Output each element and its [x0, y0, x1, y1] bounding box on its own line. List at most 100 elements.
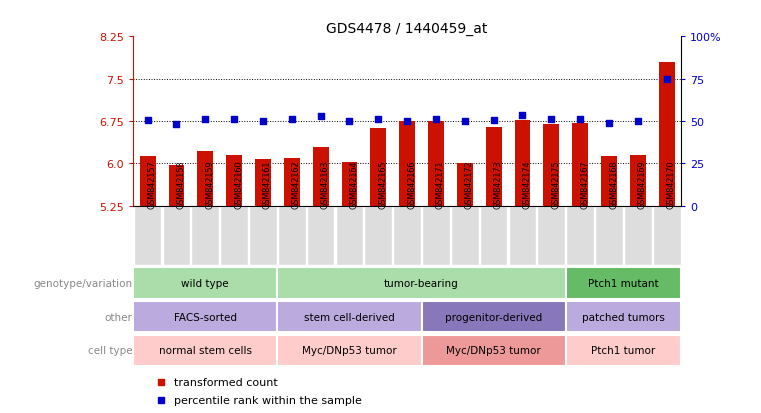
FancyBboxPatch shape [277, 301, 422, 333]
FancyBboxPatch shape [307, 206, 335, 266]
Bar [400, 122, 415, 206]
Bar [255, 159, 271, 206]
Point [603, 120, 615, 127]
Text: GSM842171: GSM842171 [436, 160, 445, 209]
Point [517, 112, 529, 119]
Point [343, 119, 355, 125]
Text: GSM842161: GSM842161 [263, 160, 272, 209]
FancyBboxPatch shape [365, 206, 392, 266]
Bar [601, 157, 617, 206]
FancyBboxPatch shape [192, 206, 219, 266]
Point [170, 121, 183, 128]
Bar [659, 62, 674, 206]
FancyBboxPatch shape [277, 267, 565, 299]
FancyBboxPatch shape [595, 206, 622, 266]
FancyBboxPatch shape [393, 206, 421, 266]
Text: other: other [105, 312, 132, 322]
FancyBboxPatch shape [422, 206, 450, 266]
Bar [342, 163, 358, 206]
FancyBboxPatch shape [278, 206, 306, 266]
Point [314, 113, 326, 120]
FancyBboxPatch shape [537, 206, 565, 266]
FancyBboxPatch shape [134, 206, 161, 266]
Point [228, 116, 240, 123]
Text: GSM842170: GSM842170 [667, 160, 676, 209]
Text: normal stem cells: normal stem cells [159, 346, 252, 356]
FancyBboxPatch shape [653, 206, 680, 266]
Bar [630, 156, 646, 206]
Text: GSM842162: GSM842162 [291, 160, 301, 209]
Bar [284, 158, 300, 206]
FancyBboxPatch shape [133, 267, 277, 299]
Text: Myc/DNp53 tumor: Myc/DNp53 tumor [302, 346, 396, 356]
Text: Ptch1 tumor: Ptch1 tumor [591, 346, 655, 356]
Bar [168, 166, 184, 206]
Text: GSM842175: GSM842175 [551, 160, 560, 209]
FancyBboxPatch shape [451, 206, 479, 266]
Bar [313, 148, 329, 206]
Text: GSM842165: GSM842165 [378, 160, 387, 209]
FancyBboxPatch shape [277, 335, 422, 367]
Text: GSM842166: GSM842166 [407, 160, 416, 209]
Point [459, 119, 471, 125]
FancyBboxPatch shape [479, 206, 508, 266]
Text: cell type: cell type [88, 346, 132, 356]
Text: FACS-sorted: FACS-sorted [174, 312, 237, 322]
FancyBboxPatch shape [133, 301, 277, 333]
Point [488, 118, 500, 124]
Text: progenitor-derived: progenitor-derived [445, 312, 543, 322]
Bar [197, 152, 213, 206]
Text: Myc/DNp53 tumor: Myc/DNp53 tumor [446, 346, 541, 356]
Text: genotype/variation: genotype/variation [33, 278, 132, 288]
FancyBboxPatch shape [566, 206, 594, 266]
Bar [514, 121, 530, 206]
Text: GSM842160: GSM842160 [234, 160, 243, 209]
Title: GDS4478 / 1440459_at: GDS4478 / 1440459_at [326, 22, 488, 36]
FancyBboxPatch shape [220, 206, 248, 266]
Bar [486, 127, 501, 206]
Point [372, 116, 384, 123]
FancyBboxPatch shape [422, 335, 565, 367]
FancyBboxPatch shape [565, 335, 681, 367]
Text: transformed count: transformed count [174, 377, 278, 387]
Point [430, 116, 442, 123]
Point [142, 117, 154, 124]
Point [574, 116, 586, 123]
Bar [140, 157, 155, 206]
Text: GSM842159: GSM842159 [205, 160, 215, 209]
Text: GSM842169: GSM842169 [638, 160, 647, 209]
Text: stem cell-derived: stem cell-derived [304, 312, 395, 322]
Point [401, 119, 413, 125]
Bar [572, 124, 588, 206]
FancyBboxPatch shape [133, 335, 277, 367]
Point [632, 119, 644, 125]
Bar [226, 156, 242, 206]
FancyBboxPatch shape [565, 267, 681, 299]
Text: Ptch1 mutant: Ptch1 mutant [588, 278, 659, 288]
Bar [428, 122, 444, 206]
Text: GSM842173: GSM842173 [494, 160, 503, 209]
FancyBboxPatch shape [422, 301, 565, 333]
FancyBboxPatch shape [565, 301, 681, 333]
Point [545, 116, 557, 123]
Text: GSM842157: GSM842157 [148, 160, 157, 209]
Point [285, 116, 298, 123]
FancyBboxPatch shape [508, 206, 537, 266]
Text: patched tumors: patched tumors [582, 312, 665, 322]
Bar [457, 164, 473, 206]
Text: GSM842164: GSM842164 [349, 160, 358, 209]
Text: GSM842163: GSM842163 [320, 160, 330, 209]
FancyBboxPatch shape [249, 206, 277, 266]
Text: percentile rank within the sample: percentile rank within the sample [174, 395, 362, 405]
FancyBboxPatch shape [163, 206, 190, 266]
Text: GSM842172: GSM842172 [465, 160, 474, 209]
Text: GSM842174: GSM842174 [523, 160, 531, 209]
FancyBboxPatch shape [624, 206, 651, 266]
Text: wild type: wild type [181, 278, 229, 288]
Text: GSM842158: GSM842158 [177, 160, 186, 209]
FancyBboxPatch shape [336, 206, 363, 266]
Text: GSM842167: GSM842167 [580, 160, 589, 209]
Bar [371, 128, 387, 206]
Bar [543, 125, 559, 206]
Point [661, 76, 673, 83]
